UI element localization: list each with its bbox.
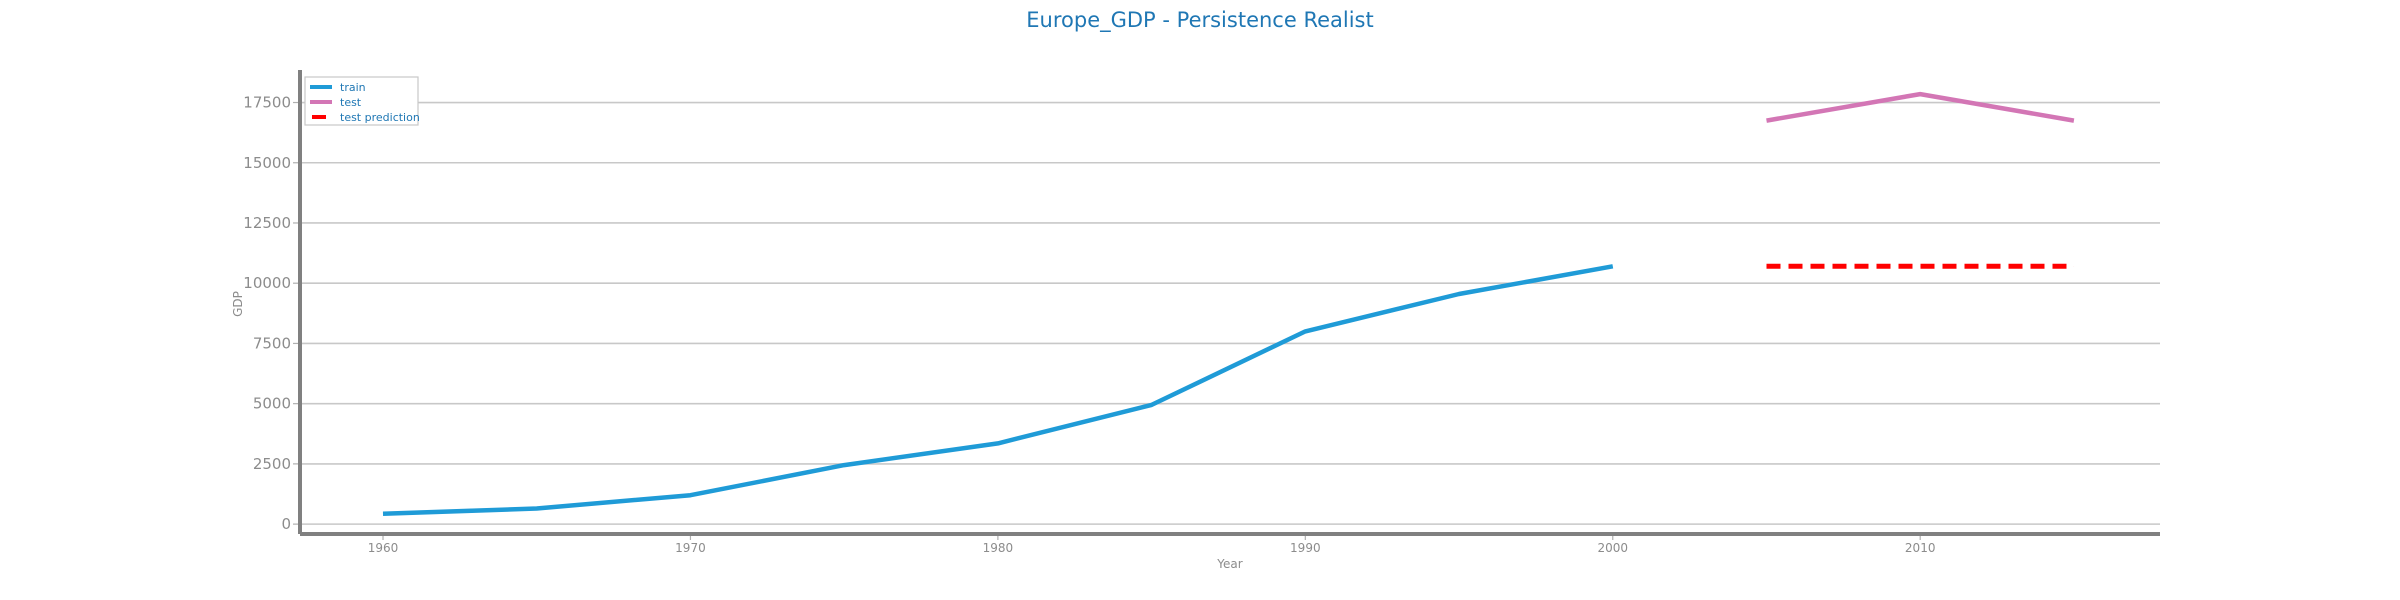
y-tick-label: 2500 xyxy=(253,455,291,473)
y-axis-label: GDP xyxy=(231,291,245,317)
y-tick-label: 15000 xyxy=(243,154,291,172)
x-tick-label: 2000 xyxy=(1597,541,1628,555)
series-line-1 xyxy=(1766,91,2075,123)
axes xyxy=(298,70,2160,536)
y-tick-label: 10000 xyxy=(243,274,291,292)
legend-label-1: test xyxy=(340,96,362,109)
series-lines xyxy=(382,91,2075,517)
y-tick-label: 17500 xyxy=(243,94,291,112)
x-tick-label: 2010 xyxy=(1905,541,1936,555)
legend: train test test prediction xyxy=(304,76,420,126)
x-axis-label: Year xyxy=(1216,557,1242,571)
y-tick-label: 12500 xyxy=(243,214,291,232)
y-tick-label: 7500 xyxy=(253,334,291,352)
y-tick-labels: 0 2500 5000 7500 10000 12500 15000 17500 xyxy=(243,94,291,534)
x-tick-label: 1990 xyxy=(1290,541,1321,555)
y-tick-label: 0 xyxy=(281,515,291,533)
grid-lines xyxy=(293,101,2160,540)
legend-label-0: train xyxy=(340,81,366,94)
x-tick-label: 1980 xyxy=(983,541,1014,555)
series-line-0 xyxy=(382,264,1614,517)
chart-title: Europe_GDP - Persistence Realist xyxy=(1026,8,1373,33)
x-tick-labels: 1960 1970 1980 1990 2000 2010 xyxy=(368,541,1936,555)
legend-label-2: test prediction xyxy=(340,111,420,124)
x-tick-label: 1960 xyxy=(368,541,399,555)
y-tick-label: 5000 xyxy=(253,395,291,413)
x-tick-label: 1970 xyxy=(675,541,706,555)
